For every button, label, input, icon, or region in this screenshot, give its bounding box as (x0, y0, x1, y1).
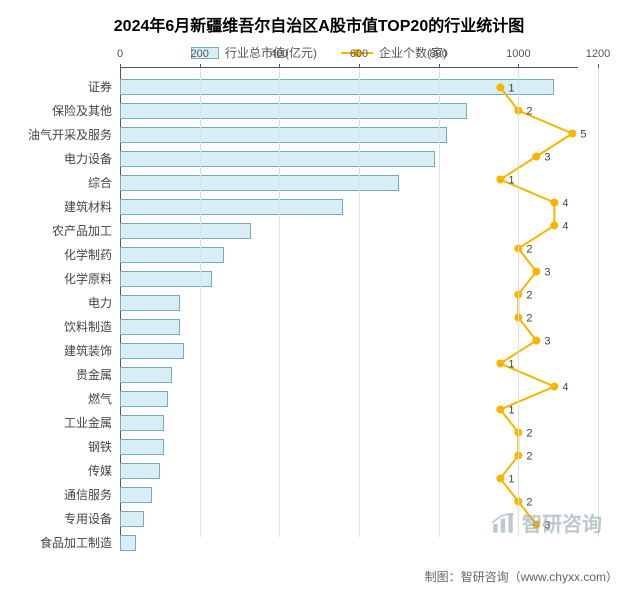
chart-row: 油气开采及服务 (120, 124, 578, 147)
x-tick-label: 600 (350, 48, 368, 60)
bar (120, 463, 160, 479)
bar (120, 439, 164, 455)
chart-row: 电力 (120, 292, 578, 315)
chart-row: 建筑装饰 (120, 340, 578, 363)
chart-row: 钢铁 (120, 436, 578, 459)
x-tick-label: 1000 (506, 48, 530, 60)
category-label: 饮料制造 (64, 316, 120, 338)
chart-row: 证券 (120, 76, 578, 99)
chart-row: 化学原料 (120, 268, 578, 291)
gridline (518, 68, 519, 537)
bar (120, 415, 164, 431)
footer-credit: 制图：智研咨询（www.chyxx.com） (425, 568, 618, 585)
watermark-icon (490, 510, 516, 536)
bar (120, 103, 467, 119)
category-label: 证券 (88, 76, 120, 98)
bar (120, 511, 144, 527)
bar (120, 487, 152, 503)
category-label: 燃气 (88, 388, 120, 410)
chart-row: 农产品加工 (120, 220, 578, 243)
gridline (200, 68, 201, 537)
bar (120, 223, 251, 239)
category-label: 建筑装饰 (64, 340, 120, 362)
chart-container: 2024年6月新疆维吾尔自治区A股市值TOP20的行业统计图 行业总市值(亿元)… (0, 0, 638, 595)
category-label: 工业金属 (64, 412, 120, 434)
category-label: 农产品加工 (52, 220, 120, 242)
category-label: 油气开采及服务 (28, 124, 120, 146)
category-label: 专用设备 (64, 508, 120, 530)
chart-row: 保险及其他 (120, 100, 578, 123)
x-axis-ticks: 020040060080010001200 (120, 48, 578, 68)
category-label: 传媒 (88, 460, 120, 482)
bar (120, 319, 180, 335)
chart-row: 电力设备 (120, 148, 578, 171)
category-label: 电力设备 (64, 148, 120, 170)
category-label: 贵金属 (76, 364, 120, 386)
x-tick-label: 0 (117, 48, 123, 60)
chart-row: 工业金属 (120, 412, 578, 435)
bar (120, 535, 136, 551)
chart-row: 饮料制造 (120, 316, 578, 339)
bar (120, 199, 343, 215)
category-label: 食品加工制造 (40, 532, 120, 554)
x-tick-label: 1200 (586, 48, 610, 60)
category-label: 综合 (88, 172, 120, 194)
chart-title: 2024年6月新疆维吾尔自治区A股市值TOP20的行业统计图 (20, 12, 618, 36)
x-tick-label: 800 (429, 48, 447, 60)
gridline (598, 68, 599, 537)
chart-row: 传媒 (120, 460, 578, 483)
category-label: 保险及其他 (52, 100, 120, 122)
bar (120, 367, 172, 383)
category-label: 化学原料 (64, 268, 120, 290)
category-label: 电力 (88, 292, 120, 314)
category-label: 通信服务 (64, 484, 120, 506)
bar (120, 247, 224, 263)
chart-row: 贵金属 (120, 364, 578, 387)
watermark: 智研咨询 (490, 508, 602, 537)
plot-area: 020040060080010001200 证券保险及其他油气开采及服务电力设备… (120, 67, 578, 537)
gridline (439, 68, 440, 537)
bar (120, 151, 435, 167)
chart-row: 综合 (120, 172, 578, 195)
bar (120, 391, 168, 407)
gridline (359, 68, 360, 537)
chart-row: 建筑材料 (120, 196, 578, 219)
bar (120, 271, 212, 287)
x-tick-label: 400 (270, 48, 288, 60)
x-tick-label: 200 (190, 48, 208, 60)
watermark-text: 智研咨询 (522, 508, 602, 537)
line-value-label: 5 (580, 129, 586, 141)
category-label: 钢铁 (88, 436, 120, 458)
rows-container: 证券保险及其他油气开采及服务电力设备综合建筑材料农产品加工化学制药化学原料电力饮… (120, 76, 578, 537)
bar (120, 79, 554, 95)
chart-row: 化学制药 (120, 244, 578, 267)
chart-row: 通信服务 (120, 484, 578, 507)
bar (120, 295, 180, 311)
bar (120, 127, 447, 143)
chart-row: 燃气 (120, 388, 578, 411)
bar (120, 175, 399, 191)
category-label: 化学制药 (64, 244, 120, 266)
category-label: 建筑材料 (64, 196, 120, 218)
gridline (279, 68, 280, 537)
bar (120, 343, 184, 359)
